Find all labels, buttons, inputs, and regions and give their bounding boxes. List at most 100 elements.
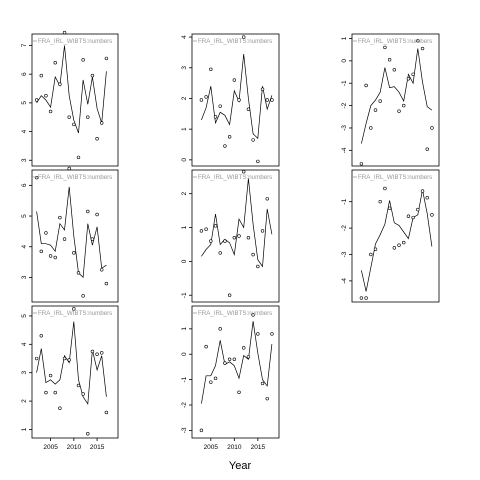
data-point bbox=[213, 376, 218, 381]
y-tick-label: -3 bbox=[341, 251, 348, 257]
data-point bbox=[53, 255, 57, 260]
x-tick-label: 2005 bbox=[204, 444, 219, 451]
data-point bbox=[369, 126, 373, 130]
data-point bbox=[402, 103, 406, 108]
data-point bbox=[209, 380, 213, 384]
data-point bbox=[387, 58, 392, 62]
data-point bbox=[104, 410, 109, 415]
data-point bbox=[86, 432, 90, 436]
data-point bbox=[392, 246, 397, 250]
data-point bbox=[392, 68, 397, 72]
y-tick-label: 0 bbox=[181, 259, 188, 263]
data-point bbox=[406, 77, 411, 81]
y-tick-label: -4 bbox=[341, 278, 348, 284]
data-point bbox=[227, 135, 232, 139]
y-tick-label: 1 bbox=[21, 427, 28, 431]
data-point bbox=[62, 356, 67, 361]
data-point bbox=[58, 215, 62, 220]
data-point bbox=[213, 224, 218, 228]
data-point bbox=[232, 235, 237, 240]
y-tick-label: -1 bbox=[181, 376, 188, 382]
data-point bbox=[218, 327, 222, 331]
data-point bbox=[209, 239, 213, 243]
data-point bbox=[242, 35, 246, 39]
x-tick-label: 2010 bbox=[227, 444, 242, 451]
data-point bbox=[81, 58, 85, 62]
data-point bbox=[402, 240, 406, 245]
data-point bbox=[242, 169, 246, 174]
panel-6: -4 -3 -2 -1 FRA_IRL_WIBTS:numbers bbox=[341, 169, 440, 303]
y-tick-label: 6 bbox=[21, 72, 28, 76]
y-tick-label: 5 bbox=[21, 214, 28, 218]
y-tick-label: -2 bbox=[341, 225, 348, 231]
data-point bbox=[204, 344, 208, 349]
panel-4: 3 4 5 6 FRA_IRL_WIBTS:numbers bbox=[21, 166, 119, 303]
data-point bbox=[86, 115, 90, 119]
data-point bbox=[378, 199, 382, 204]
data-point bbox=[90, 73, 95, 78]
data-point bbox=[378, 99, 382, 103]
data-point bbox=[416, 39, 420, 43]
data-point bbox=[256, 264, 260, 269]
y-tick-label: -2 bbox=[181, 402, 188, 408]
data-point bbox=[256, 159, 260, 164]
series-line bbox=[201, 321, 273, 404]
data-point bbox=[72, 307, 76, 311]
data-point bbox=[48, 109, 53, 114]
data-point bbox=[232, 357, 237, 362]
y-tick-label: 2 bbox=[181, 192, 188, 196]
x-tick-label: 2005 bbox=[43, 444, 58, 451]
data-point bbox=[420, 46, 425, 51]
data-point bbox=[359, 296, 364, 300]
data-point bbox=[223, 361, 227, 365]
data-point bbox=[209, 67, 213, 72]
y-tick-label: 2 bbox=[21, 399, 28, 403]
data-point bbox=[246, 355, 251, 359]
data-point bbox=[256, 332, 260, 336]
series-line bbox=[36, 321, 107, 405]
data-point bbox=[199, 98, 204, 102]
legend-label: FRA_IRL_WIBTS:numbers bbox=[38, 174, 112, 181]
data-point bbox=[227, 293, 232, 297]
y-tick-label: -4 bbox=[341, 147, 348, 153]
data-point bbox=[67, 166, 71, 171]
data-point bbox=[100, 268, 104, 272]
y-tick-label: -1 bbox=[181, 292, 188, 298]
legend-label: FRA_IRL_WIBTS:numbers bbox=[38, 38, 112, 45]
y-tick-label: 6 bbox=[21, 183, 28, 187]
data-point bbox=[76, 155, 81, 160]
series-line bbox=[36, 186, 107, 279]
panel-3: -4 -3 -2 -1 0 1 FRA_IRL_WIBTS:numbers bbox=[341, 33, 440, 167]
plot-frame bbox=[351, 33, 440, 167]
y-tick-label: 0 bbox=[181, 158, 188, 162]
data-point bbox=[72, 122, 76, 127]
data-point bbox=[383, 45, 387, 50]
y-tick-label: 0 bbox=[341, 59, 348, 63]
data-point bbox=[90, 349, 95, 354]
data-point bbox=[397, 243, 401, 247]
data-point bbox=[48, 373, 53, 378]
data-point bbox=[260, 381, 265, 386]
data-point bbox=[359, 162, 364, 166]
data-point bbox=[430, 213, 434, 217]
plot-frame bbox=[31, 305, 119, 439]
data-point bbox=[62, 30, 67, 35]
plot-frame bbox=[191, 305, 280, 439]
data-point bbox=[104, 56, 109, 61]
x-tick-label: 2015 bbox=[90, 444, 105, 451]
data-point bbox=[364, 296, 368, 300]
data-point bbox=[90, 237, 95, 241]
y-tick-label: -2 bbox=[341, 102, 348, 108]
data-point bbox=[420, 189, 425, 193]
series-line bbox=[201, 53, 273, 140]
y-tick-label: 1 bbox=[181, 225, 188, 229]
y-tick-label: 3 bbox=[181, 66, 188, 70]
data-point bbox=[95, 212, 99, 217]
y-tick-label: 4 bbox=[181, 35, 188, 39]
data-point bbox=[373, 247, 378, 251]
y-tick-label: 7 bbox=[21, 43, 28, 47]
data-point bbox=[199, 229, 204, 233]
data-point bbox=[411, 72, 415, 76]
